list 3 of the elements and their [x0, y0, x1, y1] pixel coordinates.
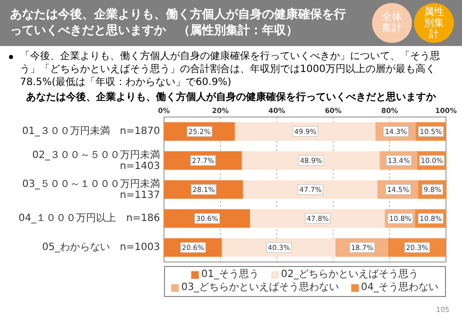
chart-title: あなたは今後、企業よりも、働く方個人が自身の健康確保を行っていくべきだと思いますか — [25, 92, 437, 104]
bullet: 「今後、企業よりも、働く方個人が自身の健康確保を行っていくべきか」について、「そう思う」「どちらかといえばそう思う」の合計割合は、年収別では1000万円以上の層が最も高く78.5%(最低は「年収：わからない」で60.9%) — [20, 50, 441, 89]
header: あなたは今後、企業よりも、働く方個人が自身の健康確保を行っていくべきだと思いますか （属性別集計：年収） — [10, 6, 347, 38]
